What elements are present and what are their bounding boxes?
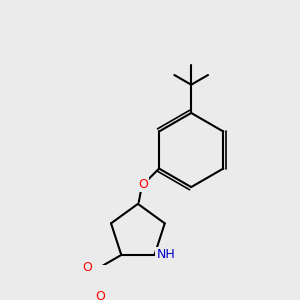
Text: O: O bbox=[138, 178, 148, 191]
Text: O: O bbox=[95, 290, 105, 300]
Text: NH: NH bbox=[156, 248, 175, 261]
Text: O: O bbox=[82, 261, 92, 274]
